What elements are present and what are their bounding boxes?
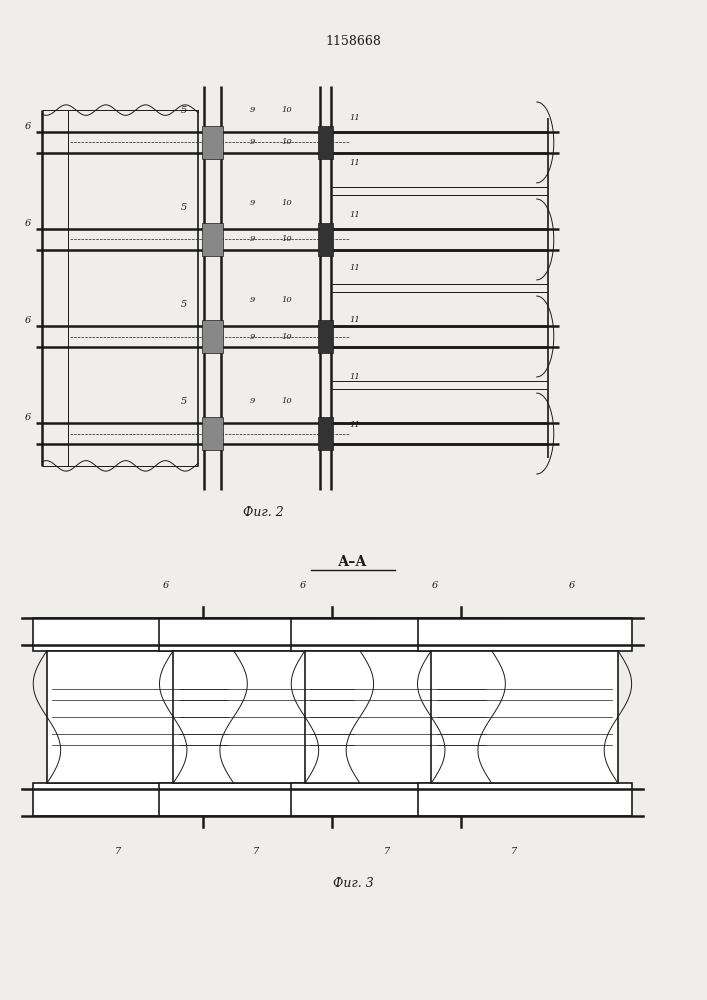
Text: А–А: А–А [338,555,368,569]
Text: 9: 9 [250,397,255,405]
Text: 10: 10 [281,235,292,243]
Text: 9: 9 [250,333,255,341]
Text: 7: 7 [510,847,517,856]
Text: 11: 11 [349,114,360,122]
Bar [291,783,506,816]
Text: 6: 6 [25,219,30,228]
Text: 5: 5 [181,106,187,115]
Bar [418,618,631,651]
Bar [202,223,223,256]
Text: 10: 10 [281,138,292,146]
Text: 11: 11 [349,264,360,272]
Text: 9: 9 [250,106,255,114]
Text: 10: 10 [281,333,292,341]
Text: 9: 9 [250,235,255,243]
Bar [173,651,360,783]
Bar [318,320,332,353]
Bar [47,651,233,783]
Text: 6: 6 [431,581,438,590]
Bar [318,126,332,159]
Bar [318,417,332,450]
Bar [318,223,332,256]
Text: 6: 6 [25,316,30,325]
Text: 6: 6 [300,581,305,590]
Text: 11: 11 [349,373,360,381]
Bar [431,651,618,783]
Bar [202,320,223,353]
Text: 11: 11 [349,316,360,324]
Text: 6: 6 [25,413,30,422]
Text: 11: 11 [349,421,360,429]
Bar [291,618,506,651]
Text: 5: 5 [181,397,187,406]
Text: 9: 9 [250,199,255,207]
Text: 5: 5 [181,203,187,212]
Bar [418,783,631,816]
Text: 6: 6 [162,581,168,590]
Text: 10: 10 [281,296,292,304]
Bar [305,651,491,783]
Text: 5: 5 [181,300,187,309]
Text: 10: 10 [281,106,292,114]
Text: Фиг. 2: Фиг. 2 [243,506,284,519]
Text: 9: 9 [250,296,255,304]
Bar [33,783,247,816]
Text: 6: 6 [25,122,30,131]
Text: 11: 11 [349,159,360,167]
Text: Фиг. 3: Фиг. 3 [332,877,373,890]
Text: 10: 10 [281,397,292,405]
Text: 10: 10 [281,199,292,207]
Text: 11: 11 [349,211,360,219]
Text: 9: 9 [250,138,255,146]
Bar [202,417,223,450]
Text: 7: 7 [384,847,390,856]
Bar [160,783,373,816]
Text: 1158668: 1158668 [325,35,381,48]
Text: 7: 7 [252,847,259,856]
Text: 7: 7 [115,847,122,856]
Bar [160,618,373,651]
Bar [33,618,247,651]
Text: 6: 6 [568,581,575,590]
Bar [202,126,223,159]
